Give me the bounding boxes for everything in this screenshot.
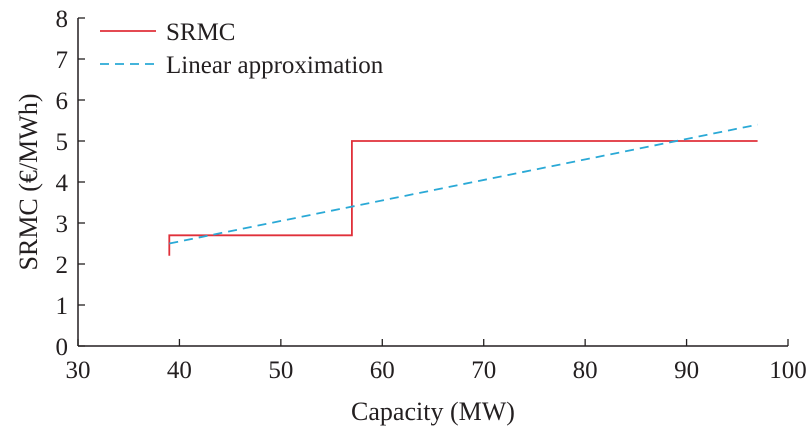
- y-tick-label: 3: [56, 211, 69, 238]
- x-tick-label: 80: [573, 357, 598, 384]
- x-tick-label: 50: [268, 357, 293, 384]
- legend-label: Linear approximation: [166, 52, 384, 79]
- legend-label: SRMC: [166, 19, 235, 46]
- plot-area: [168, 123, 758, 256]
- tick-marks: [77, 17, 789, 347]
- x-tick-label: 100: [769, 357, 807, 384]
- series-line-linear-approximation: [169, 123, 758, 245]
- x-tick-label: 90: [674, 357, 699, 384]
- y-tick-label: 5: [56, 129, 69, 156]
- y-tick-label: 7: [56, 47, 69, 74]
- y-axis-title: SRMC (€/MWh): [14, 94, 43, 271]
- y-tick-label: 0: [56, 334, 69, 361]
- y-tick-label: 6: [56, 88, 69, 115]
- x-axis-title: Capacity (MW): [351, 397, 515, 426]
- x-tick-label: 40: [167, 357, 192, 384]
- x-tick-label: 30: [66, 357, 91, 384]
- legend: SRMC Linear approximation: [100, 19, 384, 79]
- tick-labels: 0 1 2 3 4 5 6 7 8 30 40 50 60 70 80 90 100: [56, 6, 807, 384]
- x-tick-label: 70: [471, 357, 496, 384]
- y-tick-label: 8: [56, 6, 69, 33]
- y-tick-label: 1: [56, 293, 69, 320]
- y-tick-label: 4: [56, 170, 69, 197]
- y-tick-label: 2: [56, 252, 69, 279]
- series-line-srmc: [168, 140, 758, 256]
- x-tick-label: 60: [370, 357, 395, 384]
